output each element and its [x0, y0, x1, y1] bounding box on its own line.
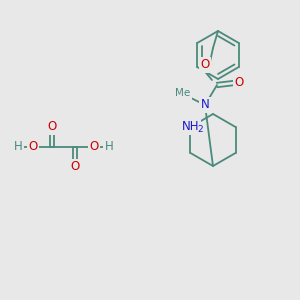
Text: Me: Me — [176, 88, 190, 98]
Text: O: O — [47, 121, 57, 134]
Text: H: H — [14, 140, 22, 154]
Text: O: O — [200, 58, 210, 71]
Text: NH: NH — [182, 121, 199, 134]
Text: O: O — [89, 140, 99, 154]
Text: O: O — [70, 160, 80, 173]
Text: N: N — [201, 98, 209, 112]
Text: O: O — [234, 76, 244, 89]
Text: H: H — [105, 140, 113, 154]
Text: O: O — [28, 140, 38, 154]
Text: 2: 2 — [198, 124, 203, 134]
